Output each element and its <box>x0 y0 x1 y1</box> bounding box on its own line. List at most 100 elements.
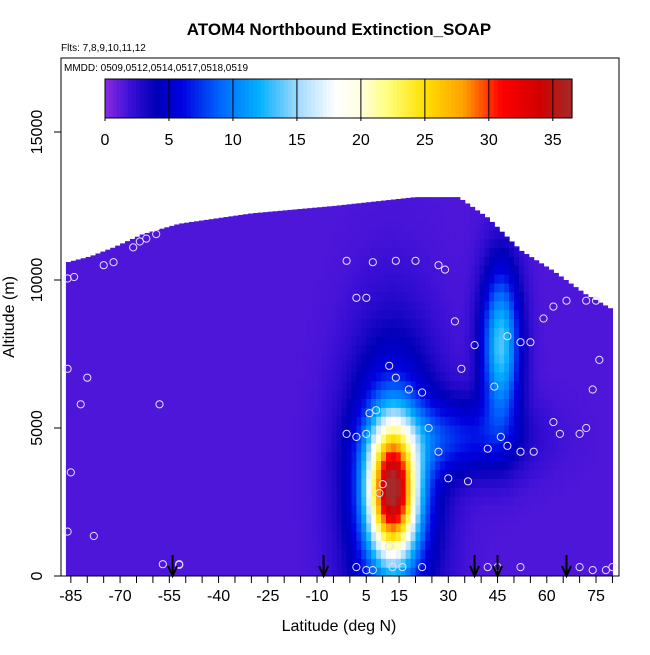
field-cell <box>317 531 323 542</box>
field-cell <box>184 433 190 444</box>
field-cell <box>262 567 269 576</box>
field-cell <box>164 345 170 355</box>
field-cell <box>405 504 412 515</box>
field-cell <box>90 398 97 408</box>
field-cell <box>577 558 584 568</box>
field-cell <box>361 371 367 382</box>
field-cell <box>440 327 446 337</box>
field-cell <box>272 371 279 382</box>
field-cell <box>228 291 234 302</box>
field-cell <box>292 209 298 213</box>
field-cell <box>129 247 136 257</box>
field-cell <box>257 362 264 373</box>
field-cell <box>267 229 274 240</box>
field-cell <box>538 274 545 284</box>
field-cell <box>474 211 481 222</box>
field-cell <box>445 442 451 453</box>
field-cell <box>533 558 540 568</box>
field-cell <box>509 540 515 550</box>
field-cell <box>184 407 190 417</box>
field-cell <box>420 496 426 506</box>
field-cell <box>198 220 205 231</box>
field-cell <box>326 540 333 550</box>
field-cell <box>282 558 289 568</box>
field-cell <box>449 274 456 284</box>
field-cell <box>607 531 614 542</box>
field-cell <box>115 442 121 453</box>
field-cell <box>292 282 298 293</box>
field-cell <box>533 345 540 355</box>
field-cell <box>189 389 195 399</box>
field-cell <box>528 389 535 399</box>
field-cell <box>174 398 180 408</box>
field-cell <box>282 496 289 506</box>
field-cell <box>65 309 72 320</box>
field-cell <box>134 398 141 408</box>
field-cell <box>420 460 426 471</box>
field-cell <box>582 336 589 346</box>
field-cell <box>336 496 343 506</box>
field-cell <box>184 362 190 373</box>
field-cell <box>489 389 495 399</box>
field-cell <box>494 478 500 488</box>
field-cell <box>435 531 441 542</box>
field-cell <box>509 345 515 355</box>
field-cell <box>100 460 106 471</box>
field-cell <box>435 265 441 275</box>
field-cell <box>548 567 554 576</box>
field-cell <box>317 282 323 293</box>
field-cell <box>499 442 505 453</box>
field-cell <box>228 425 234 435</box>
field-cell <box>479 540 486 550</box>
field-cell <box>445 478 451 488</box>
field-cell <box>100 433 106 444</box>
field-cell <box>243 478 249 488</box>
field-cell <box>169 256 175 266</box>
field-cell <box>351 309 358 320</box>
field-cell <box>243 540 249 550</box>
field-cell <box>267 380 274 391</box>
field-cell <box>326 265 333 275</box>
field-cell <box>174 469 180 479</box>
field-cell <box>509 442 515 453</box>
field-cell <box>287 549 293 559</box>
field-cell <box>223 567 229 576</box>
field-cell <box>149 247 156 257</box>
field-cell <box>597 531 604 542</box>
field-cell <box>440 247 446 257</box>
observation-point <box>175 560 184 569</box>
field-cell <box>474 229 481 240</box>
field-cell <box>179 318 185 328</box>
field-cell <box>144 433 151 444</box>
field-cell <box>262 256 269 266</box>
field-cell <box>282 211 289 222</box>
field-cell <box>326 256 333 266</box>
field-cell <box>602 478 609 488</box>
field-cell <box>243 416 249 426</box>
field-cell <box>243 558 249 568</box>
field-cell <box>120 318 126 328</box>
field-cell <box>75 389 82 399</box>
field-cell <box>277 487 284 497</box>
colorbar-segment <box>498 79 503 118</box>
field-cell <box>326 309 333 320</box>
field-cell <box>90 327 97 337</box>
field-cell <box>489 433 495 444</box>
field-cell <box>154 504 161 515</box>
field-cell <box>553 540 559 550</box>
field-cell <box>277 478 284 488</box>
field-cell <box>115 531 121 542</box>
field-cell <box>144 531 151 542</box>
field-cell <box>154 371 161 382</box>
field-cell <box>307 256 313 266</box>
field-cell <box>292 309 298 320</box>
field-cell <box>430 549 436 559</box>
field-cell <box>179 549 185 559</box>
field-cell <box>533 540 540 550</box>
field-cell <box>282 416 289 426</box>
field-cell <box>233 531 239 542</box>
field-cell <box>100 558 106 568</box>
field-cell <box>410 265 417 275</box>
field-cell <box>543 433 550 444</box>
field-cell <box>302 407 308 417</box>
